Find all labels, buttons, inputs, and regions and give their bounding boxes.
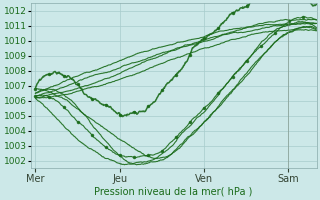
X-axis label: Pression niveau de la mer( hPa ): Pression niveau de la mer( hPa ): [94, 187, 253, 197]
